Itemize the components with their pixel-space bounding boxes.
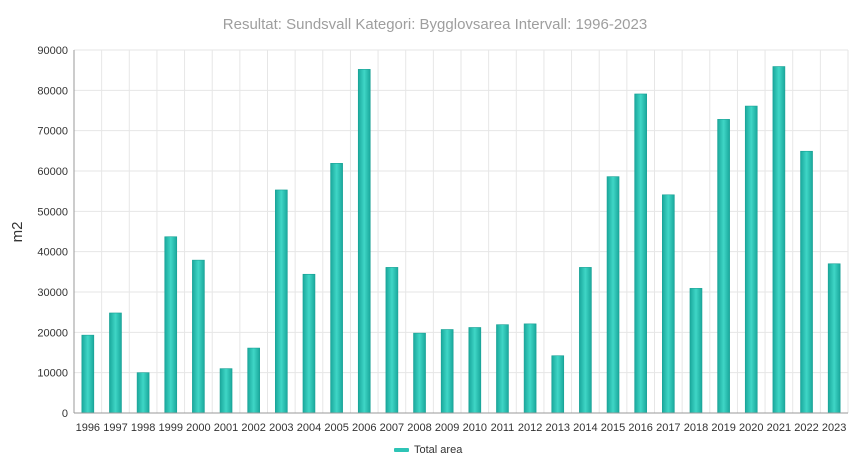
x-tick-label: 2004 xyxy=(297,422,321,434)
chart-title: Resultat: Sundsvall Kategori: Bygglovsar… xyxy=(223,16,647,33)
x-tick-label: 2011 xyxy=(491,422,515,434)
bar-1998[interactable] xyxy=(136,372,150,414)
bar-2006[interactable] xyxy=(357,69,371,414)
y-tick-label: 70000 xyxy=(37,126,68,138)
y-tick-label: 80000 xyxy=(37,85,68,97)
x-tick-label: 1996 xyxy=(76,422,100,434)
x-tick-label: 2006 xyxy=(352,422,376,434)
bar-2002[interactable] xyxy=(247,347,260,414)
x-tick-label: 2000 xyxy=(186,422,210,434)
bar-2018[interactable] xyxy=(689,288,703,414)
x-tick-label: 2003 xyxy=(269,422,293,434)
bar-2020[interactable] xyxy=(744,105,758,414)
x-tick-label: 2016 xyxy=(628,422,652,434)
y-tick-label: 50000 xyxy=(37,206,68,218)
x-tick-label: 2018 xyxy=(684,422,708,434)
y-tick-label: 30000 xyxy=(37,287,68,299)
x-tick-label: 2009 xyxy=(435,422,459,434)
x-tick-label: 2022 xyxy=(794,422,818,434)
y-tick-label: 10000 xyxy=(37,368,68,380)
x-tick-label: 2019 xyxy=(711,422,735,434)
gridlines xyxy=(73,49,849,414)
bar-2008[interactable] xyxy=(413,332,426,414)
x-tick-label: 2017 xyxy=(656,422,680,434)
x-tick-label: 2014 xyxy=(573,422,597,434)
legend-label: Total area xyxy=(414,444,463,456)
y-tick-label: 60000 xyxy=(37,166,68,178)
bar-2022[interactable] xyxy=(800,150,813,414)
x-tick-label: 2001 xyxy=(214,422,238,434)
bar-2012[interactable] xyxy=(523,323,537,414)
y-tick-label: 0 xyxy=(62,408,68,420)
bar-2004[interactable] xyxy=(302,273,316,414)
legend[interactable]: Total area xyxy=(394,444,463,456)
x-tick-label: 2023 xyxy=(822,422,846,434)
bar-2003[interactable] xyxy=(275,189,288,414)
bar-2011[interactable] xyxy=(496,324,509,414)
bar-2005[interactable] xyxy=(330,163,343,414)
bar-2010[interactable] xyxy=(468,327,482,414)
bar-2023[interactable] xyxy=(827,263,841,414)
bar-1996[interactable] xyxy=(81,334,95,414)
x-tick-label: 2021 xyxy=(767,422,791,434)
x-tick-label: 2008 xyxy=(407,422,431,434)
x-tick-label: 2005 xyxy=(324,422,348,434)
bar-2017[interactable] xyxy=(662,194,675,414)
x-tick-label: 2013 xyxy=(546,422,570,434)
bar-2000[interactable] xyxy=(192,259,205,414)
bar-1997[interactable] xyxy=(109,312,122,414)
x-tick-label: 1998 xyxy=(131,422,155,434)
bar-2001[interactable] xyxy=(219,368,233,414)
x-tick-label: 2010 xyxy=(463,422,487,434)
bar-2014[interactable] xyxy=(579,267,592,414)
x-tick-label: 2007 xyxy=(380,422,404,434)
bar-2007[interactable] xyxy=(385,267,399,414)
bar-2021[interactable] xyxy=(772,66,786,414)
bar-1999[interactable] xyxy=(164,236,178,414)
y-tick-label: 40000 xyxy=(37,247,68,259)
bars xyxy=(81,66,841,414)
y-axis-label: m2 xyxy=(9,222,26,243)
bar-2009[interactable] xyxy=(440,329,454,414)
axes: 0 10000 20000 30000 40000 50000 60000 70000 8000… xyxy=(37,45,848,434)
x-tick-label: 2020 xyxy=(739,422,763,434)
y-tick-label: 90000 xyxy=(37,45,68,57)
bar-2019[interactable] xyxy=(717,119,730,414)
y-tick-label: 20000 xyxy=(37,327,68,339)
x-tick-label: 1997 xyxy=(103,422,127,434)
x-tick-label: 2015 xyxy=(601,422,625,434)
x-tick-label: 1999 xyxy=(159,422,183,434)
bar-2016[interactable] xyxy=(634,93,647,414)
x-tick-label: 2002 xyxy=(241,422,265,434)
bar-2013[interactable] xyxy=(551,355,565,414)
x-tick-label: 2012 xyxy=(518,422,542,434)
legend-swatch xyxy=(394,448,409,452)
bar-2015[interactable] xyxy=(606,176,620,414)
